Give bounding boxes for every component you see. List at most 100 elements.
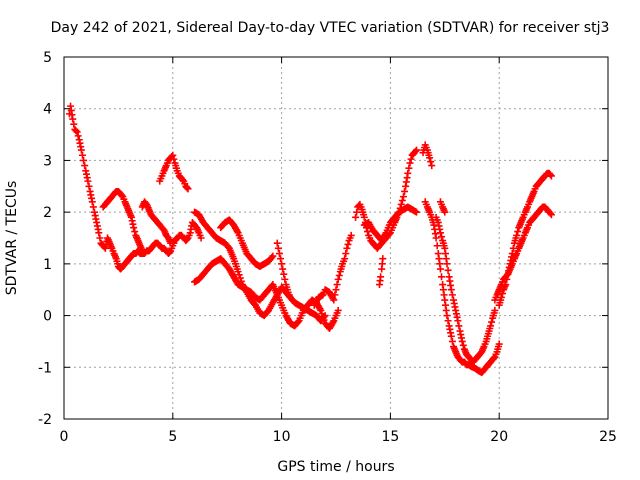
y-tick-label: 0: [43, 309, 52, 325]
data-point: [364, 228, 372, 236]
data-point: [294, 318, 302, 326]
data-point: [444, 317, 452, 325]
data-point: [433, 242, 441, 250]
data-point: [77, 146, 85, 154]
data-point: [508, 250, 516, 258]
y-tick-label: 4: [43, 102, 52, 118]
data-point: [96, 234, 104, 242]
data-point: [411, 147, 419, 155]
data-point: [377, 273, 385, 281]
data-point: [428, 162, 436, 170]
data-point: [397, 200, 405, 208]
data-point: [488, 318, 496, 326]
x-tick-label: 10: [273, 429, 291, 445]
data-point: [73, 128, 81, 136]
data-point: [334, 275, 342, 283]
y-tick-label: -2: [38, 412, 52, 428]
data-point: [360, 213, 368, 221]
data-point: [278, 260, 286, 268]
data-point: [459, 341, 467, 349]
chart-title: Day 242 of 2021, Sidereal Day-to-day VTE…: [51, 20, 610, 36]
tick-labels: 0 5 10 15 20 25 -2 -1 0 1 2 3 4 5: [38, 50, 617, 445]
data-point: [426, 154, 434, 162]
data-point: [170, 155, 178, 163]
data-point: [398, 197, 406, 205]
data-point: [268, 253, 276, 261]
data-point: [497, 293, 505, 301]
y-tick-label: -1: [38, 360, 52, 376]
data-point: [407, 155, 415, 163]
y-tick-label: 1: [43, 257, 52, 273]
data-point: [443, 260, 451, 268]
data-point: [279, 265, 287, 273]
data-point: [319, 313, 327, 321]
data-point: [404, 169, 412, 177]
data-point: [379, 255, 387, 263]
data-point: [455, 322, 463, 330]
data-point: [413, 146, 421, 154]
data-point: [138, 247, 146, 255]
data-point: [273, 239, 281, 247]
data-point: [333, 281, 341, 289]
data-point: [401, 187, 409, 195]
data-point: [197, 234, 205, 242]
data-point: [546, 209, 554, 217]
data-point: [443, 312, 451, 320]
y-axis-label: SDTVAR / TECUs: [4, 181, 20, 296]
data-point: [84, 177, 92, 185]
data-point: [95, 229, 103, 237]
data-point: [436, 229, 444, 237]
data-point: [331, 291, 339, 299]
data-point: [69, 115, 77, 123]
data-point: [341, 255, 349, 263]
data-point: [399, 193, 407, 201]
data-point: [491, 306, 499, 314]
ticks: [63, 56, 609, 420]
data-point: [547, 211, 555, 219]
data-point: [441, 208, 449, 216]
x-tick-label: 25: [599, 429, 617, 445]
plot-frame: [63, 56, 609, 420]
data-point: [438, 233, 446, 241]
data-point: [332, 286, 340, 294]
data-point: [234, 268, 242, 276]
data-point: [169, 151, 177, 159]
data-point: [179, 176, 187, 184]
data-point: [235, 271, 243, 279]
data-point: [70, 120, 78, 128]
data-point: [130, 224, 138, 232]
data-point: [80, 156, 88, 164]
data-point: [343, 244, 351, 252]
data-point: [277, 255, 285, 263]
data-point: [330, 296, 338, 304]
data-point: [184, 185, 192, 193]
data-point: [495, 340, 503, 348]
data-point: [502, 281, 510, 289]
data-point: [167, 239, 175, 247]
data-point: [448, 291, 456, 299]
data-point: [275, 250, 283, 258]
data-point: [438, 273, 446, 281]
data-point: [547, 172, 555, 180]
x-tick-label: 20: [490, 429, 508, 445]
data-point: [131, 228, 139, 236]
data-point: [406, 159, 414, 167]
x-tick-label: 0: [60, 429, 69, 445]
data-point: [342, 250, 350, 258]
x-tick-label: 15: [381, 429, 399, 445]
data-point: [334, 306, 342, 314]
data-point: [514, 228, 522, 236]
data-point: [85, 182, 93, 190]
data-point: [353, 208, 361, 216]
data-point: [498, 290, 506, 298]
data-point: [448, 337, 456, 345]
data-point: [444, 266, 452, 274]
data-point: [436, 265, 444, 273]
data-point: [432, 234, 440, 242]
data-points: [65, 102, 555, 376]
data-point: [503, 275, 511, 283]
data-point: [509, 244, 517, 252]
data-point: [546, 171, 554, 179]
y-tick-label: 3: [43, 153, 52, 169]
